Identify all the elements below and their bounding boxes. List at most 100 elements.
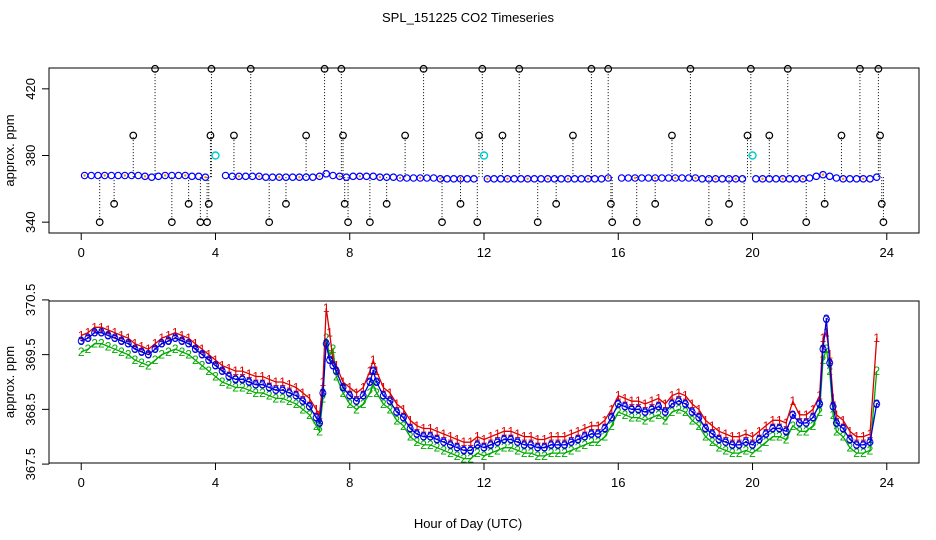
series-circle-3 [198,351,206,359]
series-symbol-2: 2 [407,430,414,444]
series-symbol-3: 3 [568,435,575,449]
series-symbol-1: 1 [783,416,790,430]
series-circle-3 [715,435,723,443]
series-symbol-1: 1 [756,424,763,438]
x-tick-label: 12 [477,475,491,490]
series-circle-3 [373,378,381,386]
series-symbol-2: 2 [333,370,340,384]
series-symbol-3: 3 [340,380,347,394]
series-symbol-2: 2 [702,430,709,444]
series-circle-3 [319,389,327,397]
flagged-point [230,131,238,140]
data-point [201,173,210,181]
series-circle-3 [500,435,508,443]
series-symbol-3: 3 [199,348,206,362]
series-symbol-3: 3 [252,378,259,392]
x-tick-label: 16 [611,245,625,260]
series-circle-3 [655,403,663,411]
trace-marker [378,175,382,179]
series-symbol-1: 1 [387,386,394,400]
series-symbol-3: 3 [306,400,313,414]
series-symbol-1: 1 [554,430,561,444]
flagged-point [837,131,846,140]
series-symbol-3: 3 [487,438,494,452]
series-circle-3 [601,425,609,433]
series-symbol-2: 2 [316,424,323,438]
series-symbol-3: 3 [266,380,273,394]
series-symbol-1: 1 [514,427,521,441]
series-circle-3 [91,329,99,337]
series-circle-3 [688,408,696,416]
series-symbol-3: 3 [330,359,337,373]
series-symbol-2: 2 [642,413,649,427]
series-symbol-3: 3 [810,411,817,425]
series-circle-3 [527,441,535,449]
series-symbol-2: 2 [434,441,441,455]
series-symbol-2: 2 [756,441,763,455]
series-symbol-1: 1 [722,427,729,441]
series-circle-3 [802,419,810,427]
series-circle-3 [762,430,770,438]
series-circle-3 [487,441,495,449]
series-circle-3 [514,438,522,446]
series-symbol-2: 2 [232,380,239,394]
flagged-point [365,218,374,227]
series-symbol-1: 1 [635,394,642,408]
top-panel: 0 4 8 12 16 20 24 340 380 420 approx. ppm [2,64,920,260]
trace-marker [781,177,784,181]
series-symbol-3: 3 [232,372,239,386]
series-symbol-2: 2 [682,405,689,419]
series-symbol-3: 3 [461,443,468,457]
series-circle-3 [299,397,307,405]
series-symbol-2: 2 [145,359,152,373]
series-symbol-2: 2 [729,446,736,460]
series-symbol-2: 2 [575,441,582,455]
series-symbol-2: 2 [199,359,206,373]
series-symbol-3: 3 [212,359,219,373]
series-symbol-2: 2 [789,419,796,433]
series-symbol-3: 3 [474,438,481,452]
series-circle-3 [352,397,360,405]
series-circle-3 [866,438,874,446]
series-symbol-3: 3 [299,394,306,408]
series-symbol-3: 3 [293,389,300,403]
series-circle-3 [77,337,85,345]
trace-marker [298,175,301,179]
series-symbol-2: 2 [454,449,461,463]
series-symbol-3: 3 [575,432,582,446]
series-symbol-2: 2 [508,441,515,455]
series-circle-3 [520,441,528,449]
series-circle-3 [84,334,92,342]
series-symbol-2: 2 [561,446,568,460]
series-symbol-3: 3 [830,400,837,414]
series-symbol-2: 2 [118,345,125,359]
series-symbol-3: 3 [393,405,400,419]
series-circle-3 [789,411,797,419]
series-symbol-2: 2 [568,443,575,457]
data-point [738,175,747,183]
series-symbol-2: 2 [648,411,655,425]
series-symbol-1: 1 [219,359,226,373]
trace-marker [526,177,529,181]
y-axis-label: approx. ppm [2,346,17,418]
series-symbol-1: 1 [85,326,92,340]
series-symbol-2: 2 [461,452,468,466]
series-circle-3 [493,438,501,446]
series-circle-3 [702,425,710,433]
series-symbol-2: 2 [736,446,743,460]
series-symbol-3: 3 [205,353,212,367]
trace-marker [694,176,697,180]
series-symbol-2: 2 [494,443,501,457]
series-symbol-2: 2 [820,353,827,367]
series-symbol-1: 1 [853,430,860,444]
series-circle-3 [205,356,213,364]
flagged-point [874,64,883,73]
series-circle-3 [379,392,387,400]
series-symbol-3: 3 [333,364,340,378]
series-symbol-1: 1 [702,413,709,427]
series-circle-3 [587,430,595,438]
trace-marker [801,177,805,181]
series-symbol-1: 1 [826,348,833,362]
x-tick-label: 4 [212,245,219,260]
